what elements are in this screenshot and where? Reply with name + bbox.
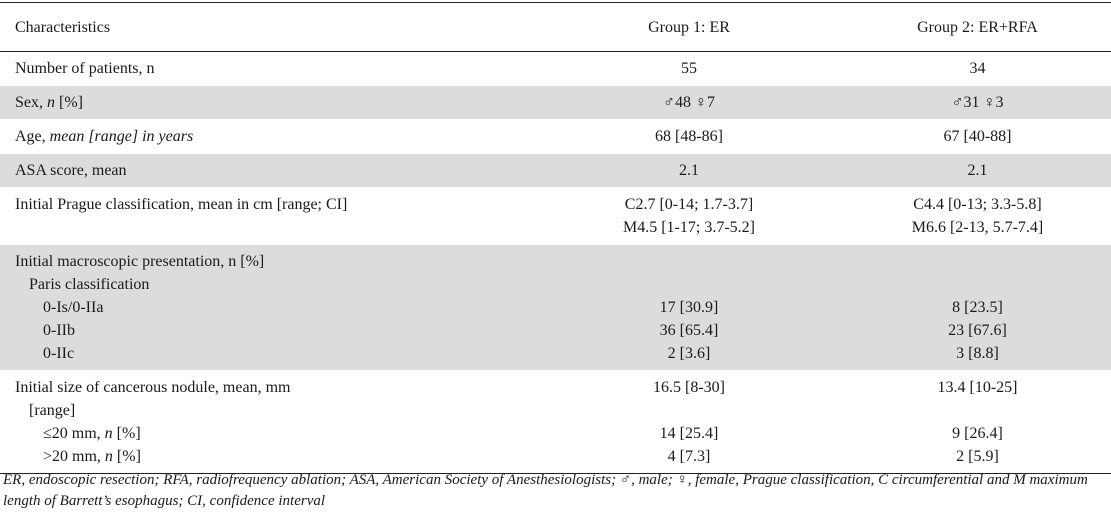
spacer bbox=[534, 273, 844, 296]
group1-circumferential: C2.7 [0-14; 1.7-3.7] bbox=[624, 196, 754, 213]
table-footnote: ER, endoscopic resection; RFA, radiofreq… bbox=[3, 472, 1088, 509]
group1-value: 16.5 [8-30] 14 [25.4] 4 [7.3] bbox=[534, 371, 844, 474]
group2-size-value: 2 [5.9] bbox=[956, 448, 999, 465]
paris-item-label: 0-Is/0-IIa bbox=[43, 299, 104, 316]
group2-size-mean: 13.4 [10-25] bbox=[937, 379, 1018, 396]
header-group2: Group 2: ER+RFA bbox=[917, 18, 1038, 36]
size-item-tail: [%] bbox=[112, 425, 141, 442]
label-text: Initial macroscopic presentation, n [%] bbox=[15, 253, 265, 270]
spacer bbox=[844, 273, 1111, 296]
row-label: Number of patients, n bbox=[15, 60, 155, 77]
size-item-label: >20 mm, n [%] bbox=[15, 445, 534, 468]
size-item-text: ≤20 mm, bbox=[43, 425, 105, 442]
group1-value: 2.1 bbox=[534, 153, 844, 188]
group1-value: 17 [30.9] 36 [65.4] 2 [3.6] bbox=[534, 244, 844, 371]
row-age: Age, mean [range] in years 68 [48-86] 67… bbox=[0, 119, 1111, 154]
group2-value: ♂31 ♀3 bbox=[844, 85, 1111, 120]
row-patients: Number of patients, n 55 34 bbox=[0, 51, 1111, 86]
group2-paris-value: 8 [23.5] bbox=[952, 299, 1003, 316]
row-label: Initial macroscopic presentation, n [%] … bbox=[0, 244, 534, 371]
label-tail: [%] bbox=[55, 94, 83, 111]
group2-size-value: 9 [26.4] bbox=[952, 425, 1003, 442]
row-label: ASA score, mean bbox=[0, 153, 534, 188]
row-label: Age, mean [range] in years bbox=[0, 120, 534, 154]
size-item-italic: n bbox=[104, 448, 113, 465]
header-group1: Group 1: ER bbox=[648, 18, 730, 36]
size-item-tail: [%] bbox=[112, 448, 141, 465]
group1-paris-value: 36 [65.4] bbox=[659, 322, 719, 339]
table-header-row: Characteristics Group 1: ER Group 2: ER+… bbox=[0, 2, 1111, 52]
row-asa: ASA score, mean 2.1 2.1 bbox=[0, 153, 1111, 188]
label-text: Sex, bbox=[15, 94, 47, 111]
label-text: Age, bbox=[15, 128, 50, 145]
spacer bbox=[534, 250, 844, 273]
size-item-text: >20 mm, bbox=[43, 448, 105, 465]
group1-value: C2.7 [0-14; 1.7-3.7] M4.5 [1-17; 3.7-5.2… bbox=[534, 188, 844, 245]
spacer bbox=[844, 250, 1111, 273]
group1-paris-value: 17 [30.9] bbox=[659, 299, 719, 316]
size-item-italic: n bbox=[104, 425, 113, 442]
group2-maximum: M6.6 [2-13, 5.7-7.4] bbox=[911, 219, 1044, 236]
label-italic: n bbox=[47, 94, 55, 111]
group1-maximum: M4.5 [1-17; 3.7-5.2] bbox=[623, 219, 755, 236]
header-characteristics: Characteristics bbox=[15, 18, 111, 36]
sublabel-paris: Paris classification bbox=[29, 276, 150, 293]
group1-paris-value: 2 [3.6] bbox=[667, 345, 711, 362]
group1-value: 55 bbox=[681, 60, 697, 77]
size-item-label: ≤20 mm, n [%] bbox=[15, 422, 534, 445]
group2-circumferential: C4.4 [0-13; 3.3-5.8] bbox=[913, 196, 1042, 213]
label-text: Initial size of cancerous nodule, mean, … bbox=[15, 379, 291, 396]
row-nodule-size: Initial size of cancerous nodule, mean, … bbox=[0, 370, 1111, 474]
sublabel-range: [range] bbox=[29, 402, 76, 419]
group2-value: 2.1 bbox=[844, 153, 1111, 188]
characteristics-table: Characteristics Group 1: ER Group 2: ER+… bbox=[0, 2, 1111, 474]
row-label: Initial size of cancerous nodule, mean, … bbox=[0, 371, 534, 474]
group2-value: 8 [23.5] 23 [67.6] 3 [8.8] bbox=[844, 244, 1111, 371]
row-sex: Sex, n [%] ♂48 ♀7 ♂31 ♀3 bbox=[0, 85, 1111, 120]
row-macroscopic: Initial macroscopic presentation, n [%] … bbox=[0, 244, 1111, 371]
spacer bbox=[844, 399, 1111, 422]
group1-size-value: 14 [25.4] bbox=[659, 425, 719, 442]
group1-value: 68 [48-86] bbox=[655, 128, 723, 145]
group2-value: 13.4 [10-25] 9 [26.4] 2 [5.9] bbox=[844, 371, 1111, 474]
group2-paris-value: 3 [8.8] bbox=[956, 345, 999, 362]
group1-size-mean: 16.5 [8-30] bbox=[653, 379, 725, 396]
paris-item-label: 0-IIc bbox=[43, 345, 75, 362]
group2-value: 34 bbox=[969, 60, 986, 77]
group2-value: C4.4 [0-13; 3.3-5.8] M6.6 [2-13, 5.7-7.4… bbox=[844, 188, 1111, 245]
row-label: Initial Prague classification, mean in c… bbox=[0, 188, 534, 245]
group2-value: 67 [40-88] bbox=[943, 128, 1012, 145]
label-text: Initial Prague classification, mean in c… bbox=[15, 196, 348, 213]
group1-value: ♂48 ♀7 bbox=[534, 85, 844, 120]
paris-item-label: 0-IIb bbox=[43, 322, 75, 339]
row-prague: Initial Prague classification, mean in c… bbox=[0, 187, 1111, 245]
group2-paris-value: 23 [67.6] bbox=[948, 322, 1007, 339]
group1-size-value: 4 [7.3] bbox=[667, 448, 711, 465]
spacer bbox=[534, 399, 844, 422]
label-italic: mean [range] in years bbox=[49, 128, 194, 145]
row-label: Sex, n [%] bbox=[0, 85, 534, 120]
